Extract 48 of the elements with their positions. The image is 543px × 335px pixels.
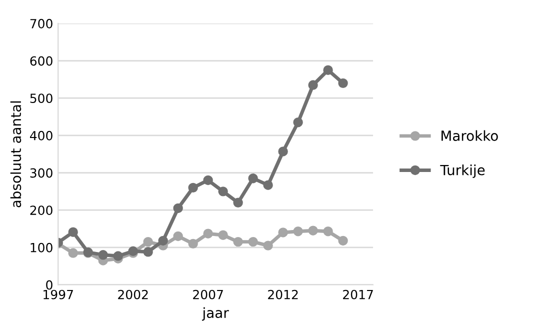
point — [143, 247, 153, 257]
point — [188, 182, 198, 193]
y-tick-label: 400 — [30, 130, 52, 140]
x-tick-label: 2017 — [343, 290, 373, 300]
point — [173, 203, 183, 214]
point — [158, 236, 168, 246]
x-tick-label: 1997 — [44, 290, 73, 300]
point — [293, 118, 303, 128]
point — [218, 186, 228, 196]
x-tick-label: 2002 — [118, 290, 148, 300]
point — [278, 228, 288, 238]
point — [278, 146, 288, 156]
legend-label: Marokko — [442, 130, 498, 141]
point — [248, 236, 258, 247]
point — [293, 226, 303, 236]
y-tick-label: 700 — [30, 18, 52, 28]
point — [113, 251, 123, 261]
point — [98, 250, 108, 260]
point — [233, 236, 243, 247]
point — [143, 236, 153, 247]
y-axis-title: absoluut aantal — [10, 101, 22, 208]
point — [338, 78, 348, 88]
point — [68, 248, 78, 258]
point — [188, 238, 198, 249]
y-tick-label: 300 — [30, 168, 52, 178]
x-tick-label: 2012 — [268, 290, 298, 300]
point — [338, 236, 348, 246]
point — [203, 228, 213, 238]
point — [233, 198, 243, 208]
y-tick-label: 500 — [30, 94, 52, 104]
point — [263, 240, 273, 250]
y-tick-label: 200 — [30, 206, 52, 216]
y-tick-label: 600 — [30, 56, 52, 66]
x-axis-title: jaar — [202, 307, 229, 321]
point — [248, 174, 258, 184]
legend-label: Turkije — [440, 164, 485, 178]
point — [203, 175, 213, 186]
point — [308, 80, 318, 90]
point — [68, 227, 78, 237]
point — [323, 65, 333, 75]
point — [173, 231, 183, 242]
y-tick-label: 100 — [30, 242, 52, 252]
point — [218, 230, 228, 240]
point — [323, 226, 333, 236]
x-tick-label: 2007 — [193, 290, 223, 300]
y-tick-label: 0 — [46, 280, 52, 290]
point — [263, 180, 273, 190]
point — [308, 226, 318, 236]
